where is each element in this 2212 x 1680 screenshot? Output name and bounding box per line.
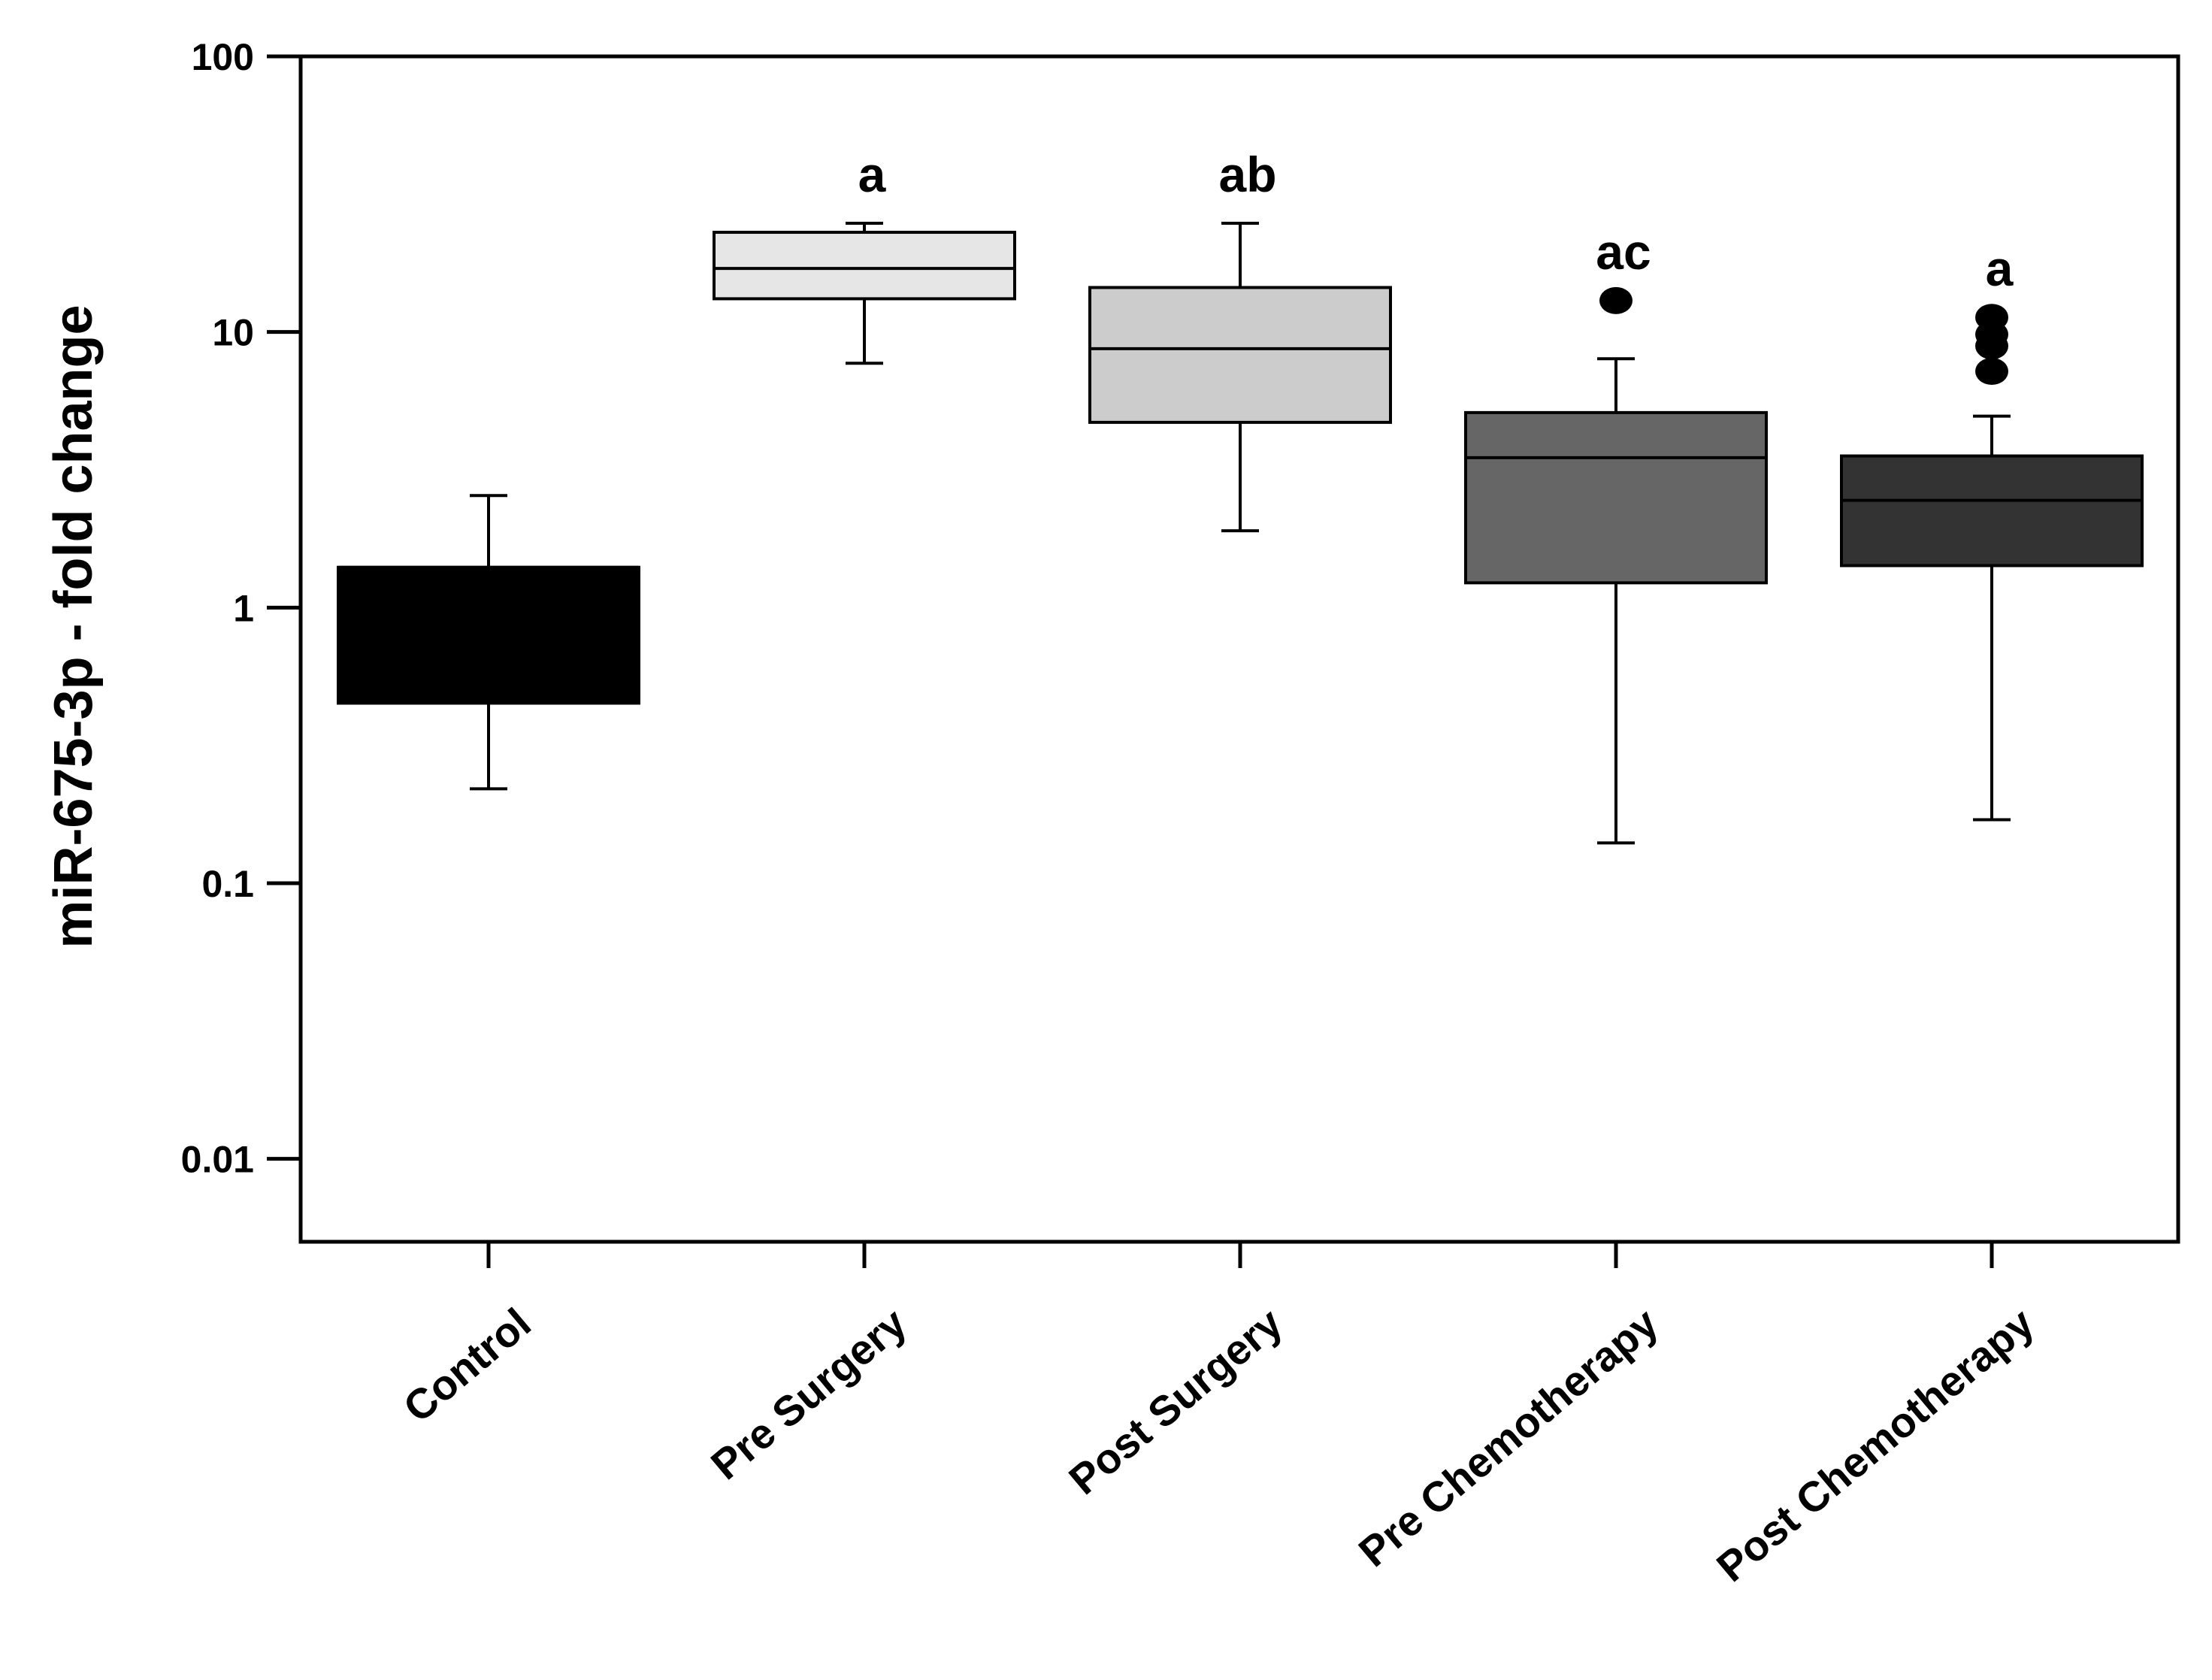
x-category-label: Pre Chemotherapy bbox=[1350, 1299, 1667, 1576]
y-axis-label: miR-675-3p - fold change bbox=[44, 304, 104, 948]
significance-label: ac bbox=[1596, 224, 1651, 280]
y-tick-label: 0.01 bbox=[181, 1139, 254, 1181]
y-tick-label: 1 bbox=[233, 587, 254, 629]
box-group bbox=[1464, 286, 1768, 845]
outlier-point bbox=[1599, 286, 1633, 314]
box-iqr bbox=[337, 565, 640, 705]
significance-label: a bbox=[1986, 241, 2014, 296]
x-category-label: Post Chemotherapy bbox=[1708, 1299, 2043, 1591]
box-iqr bbox=[1464, 410, 1768, 585]
x-category-label: Control bbox=[395, 1299, 540, 1431]
significance-label: a bbox=[858, 147, 887, 202]
box-group bbox=[337, 494, 640, 791]
x-category-label: Pre Surgery bbox=[702, 1299, 915, 1488]
significance-label: ab bbox=[1218, 147, 1276, 202]
box-group bbox=[1840, 304, 2144, 822]
x-category-label: Post Surgery bbox=[1060, 1299, 1291, 1503]
box-iqr bbox=[1088, 286, 1392, 424]
box-iqr bbox=[1840, 454, 2144, 568]
outlier-point bbox=[1975, 304, 2008, 331]
y-tick-label: 10 bbox=[212, 312, 254, 354]
y-tick-label: 100 bbox=[192, 36, 254, 78]
outlier-point bbox=[1975, 357, 2008, 385]
y-tick-label: 0.1 bbox=[201, 863, 254, 905]
box-group bbox=[1088, 222, 1392, 533]
box-iqr bbox=[713, 231, 1016, 301]
box-group bbox=[713, 222, 1016, 365]
